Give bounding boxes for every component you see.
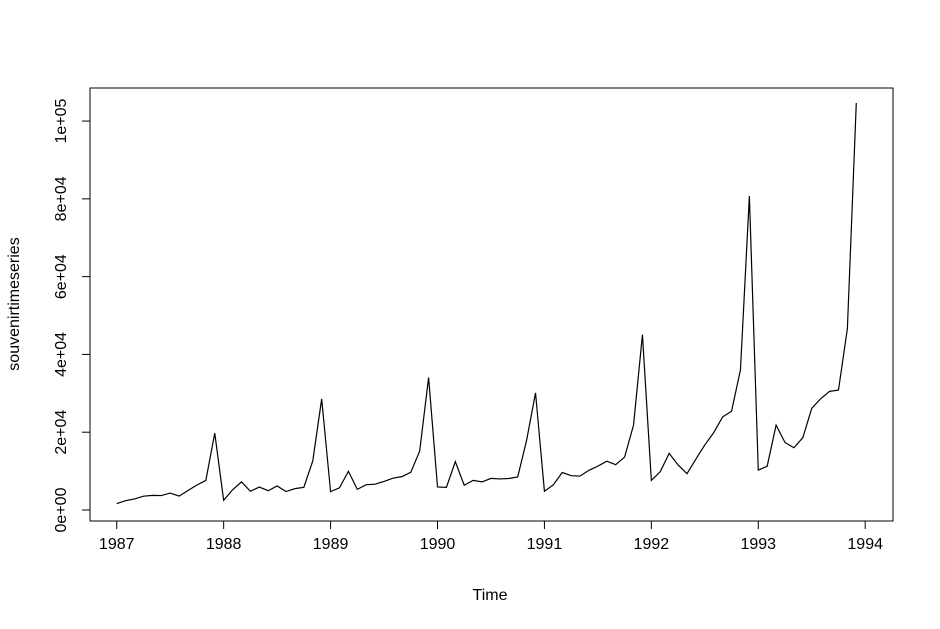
y-tick-label: 0e+00 bbox=[53, 487, 70, 532]
x-tick-label: 1994 bbox=[847, 536, 883, 553]
x-tick-label: 1989 bbox=[313, 536, 349, 553]
x-tick-label: 1993 bbox=[740, 536, 776, 553]
x-tick-label: 1990 bbox=[420, 536, 456, 553]
y-tick-label: 2e+04 bbox=[53, 410, 70, 455]
plot-frame bbox=[89, 87, 894, 522]
y-tick-label: 1e+05 bbox=[53, 98, 70, 143]
y-tick-label: 4e+04 bbox=[53, 332, 70, 377]
x-tick-label: 1991 bbox=[527, 536, 563, 553]
y-tick-label: 6e+04 bbox=[53, 254, 70, 299]
y-axis-label: souvenirtimeseries bbox=[6, 237, 23, 370]
series-line bbox=[116, 102, 857, 505]
x-axis-label: Time bbox=[473, 587, 508, 604]
y-tick-label: 8e+04 bbox=[53, 176, 70, 221]
x-tick-label: 1992 bbox=[634, 536, 670, 553]
x-tick-label: 1988 bbox=[206, 536, 242, 553]
x-tick-label: 1987 bbox=[99, 536, 135, 553]
